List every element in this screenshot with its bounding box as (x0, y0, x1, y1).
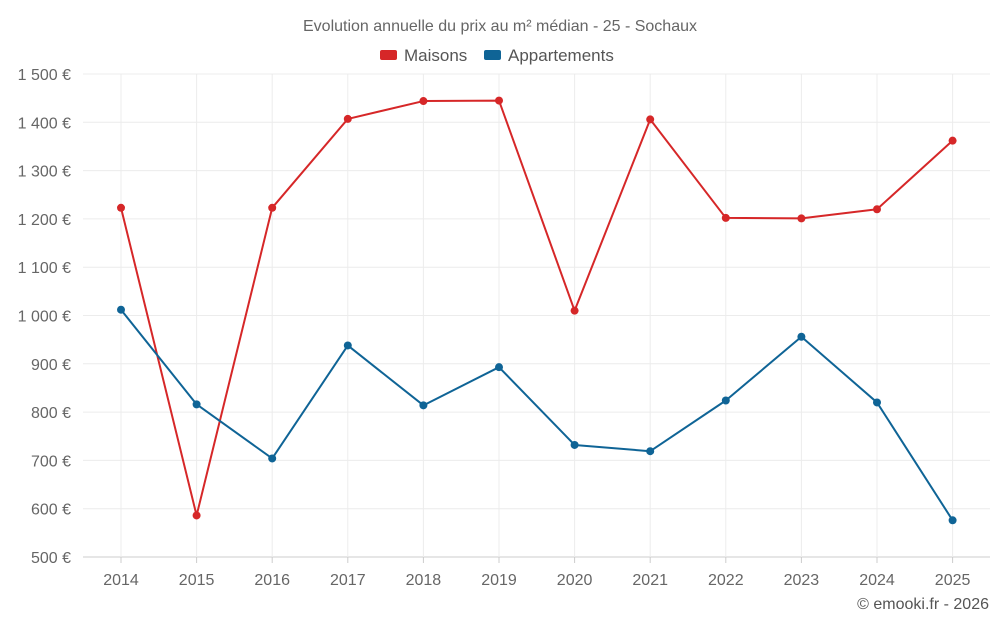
x-tick-label: 2018 (406, 572, 442, 589)
x-tick-label: 2017 (330, 572, 366, 589)
data-point-appartements[interactable] (268, 454, 277, 463)
legend-label-appartements[interactable]: Appartements (508, 46, 614, 65)
series-line-maisons (120, 99, 954, 517)
series-layer (117, 96, 957, 525)
y-tick-label: 1 400 € (18, 115, 71, 132)
y-tick-label: 1 100 € (18, 260, 71, 277)
x-tick-label: 2021 (632, 572, 668, 589)
y-tick-label: 600 € (31, 502, 71, 519)
y-tick-label: 500 € (31, 550, 71, 567)
legend-swatch-appartements[interactable] (484, 50, 501, 60)
x-tick-label: 2019 (481, 572, 517, 589)
grid-layer (83, 73, 990, 558)
y-axis: 500 € 600 € 700 € 800 € 900 € 1 000 € 1 100 € 1… (18, 67, 71, 567)
data-point-appartements[interactable] (117, 305, 125, 314)
data-point-appartements[interactable] (419, 401, 428, 410)
legend-swatch-maisons[interactable] (380, 50, 397, 60)
data-point-appartements[interactable] (873, 398, 881, 407)
data-point-maisons[interactable] (570, 306, 579, 315)
data-point-appartements[interactable] (495, 363, 503, 372)
data-point-appartements[interactable] (646, 447, 655, 456)
x-tick-label: 2020 (557, 572, 593, 589)
data-point-appartements[interactable] (192, 400, 201, 409)
credit-text: © emooki.fr - 2026 (857, 596, 989, 613)
series-line-appartements (120, 309, 954, 521)
data-point-appartements[interactable] (797, 332, 806, 341)
data-point-maisons[interactable] (419, 97, 428, 106)
x-tick-label: 2015 (179, 572, 215, 589)
data-point-maisons[interactable] (495, 96, 503, 105)
y-tick-label: 700 € (31, 453, 71, 470)
data-point-maisons[interactable] (646, 115, 655, 124)
data-point-maisons[interactable] (797, 214, 806, 223)
y-tick-label: 900 € (31, 357, 71, 374)
x-tick-label: 2024 (859, 572, 895, 589)
x-tick-label: 2022 (708, 572, 744, 589)
y-tick-label: 1 200 € (18, 212, 71, 229)
x-tick-label: 2025 (935, 572, 971, 589)
x-tick-label: 2016 (254, 572, 290, 589)
chart-title: Evolution annuelle du prix au m² médian … (303, 18, 697, 35)
data-point-maisons[interactable] (117, 203, 125, 212)
data-point-maisons[interactable] (343, 114, 352, 123)
data-point-maisons[interactable] (873, 205, 881, 214)
y-tick-label: 1 000 € (18, 309, 71, 326)
y-tick-label: 800 € (31, 405, 71, 422)
data-point-appartements[interactable] (343, 341, 352, 350)
x-tick-label: 2023 (784, 572, 820, 589)
y-tick-label: 1 500 € (18, 67, 71, 84)
legend-label-maisons[interactable]: Maisons (404, 46, 467, 65)
data-point-maisons[interactable] (721, 213, 730, 222)
data-point-maisons[interactable] (268, 203, 277, 212)
x-axis: 2014 2015 2016 2017 2018 2019 2020 2021 2022 2023… (103, 557, 970, 589)
y-tick-label: 1 300 € (18, 164, 71, 181)
x-tick-label: 2014 (103, 572, 139, 589)
data-point-appartements[interactable] (948, 516, 957, 525)
data-point-appartements[interactable] (721, 396, 730, 405)
legend: Maisons Appartements (380, 46, 614, 65)
data-point-maisons[interactable] (192, 511, 201, 520)
data-point-appartements[interactable] (570, 440, 579, 449)
data-point-maisons[interactable] (948, 136, 957, 145)
